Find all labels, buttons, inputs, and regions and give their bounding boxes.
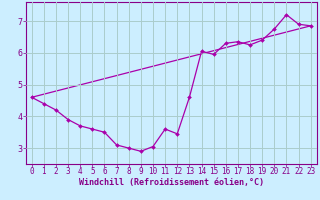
X-axis label: Windchill (Refroidissement éolien,°C): Windchill (Refroidissement éolien,°C) — [79, 178, 264, 187]
